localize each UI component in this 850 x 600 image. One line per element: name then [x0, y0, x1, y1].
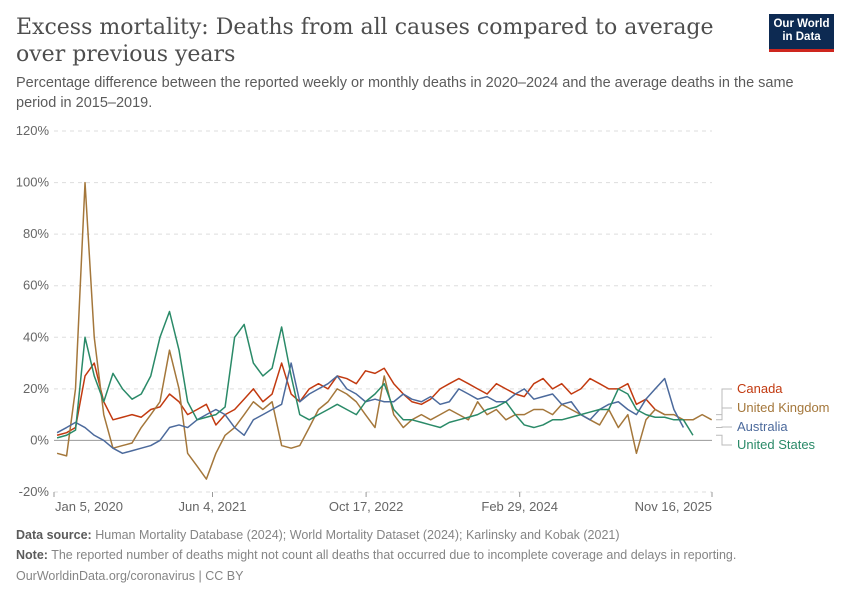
x-tick-label: Jan 5, 2020: [55, 499, 123, 514]
y-tick-label: 40%: [23, 329, 49, 344]
y-tick-label: 100%: [16, 175, 50, 190]
legend-label: United States: [737, 437, 816, 452]
series-line-australia: [56, 362, 685, 455]
legend-connector: [716, 426, 732, 429]
chart-title: Excess mortality: Deaths from all causes…: [16, 15, 714, 67]
note: Note: The reported number of deaths migh…: [16, 548, 737, 562]
legend-connector: [716, 434, 732, 446]
y-tick-label: -20%: [19, 484, 50, 499]
y-tick-label: 0%: [30, 432, 49, 447]
y-tick-label: 60%: [23, 278, 49, 293]
y-tick-label: 80%: [23, 226, 49, 241]
series-line-united-kingdom: [56, 181, 713, 480]
series-line-united-states: [56, 310, 694, 439]
x-tick-label: Oct 17, 2022: [329, 499, 403, 514]
legend-connector: [716, 407, 732, 421]
owid-logo[interactable]: Our World in Data: [769, 14, 834, 52]
y-tick-label: 120%: [16, 123, 50, 138]
series-line-canada: [56, 362, 666, 436]
legend-label: Canada: [737, 381, 783, 396]
y-tick-label: 20%: [23, 381, 49, 396]
x-tick-label: Feb 29, 2024: [481, 499, 558, 514]
data-source: Data source: Human Mortality Database (2…: [16, 528, 620, 542]
legend-connector: [716, 388, 732, 416]
legend-label: United Kingdom: [737, 400, 830, 415]
x-tick-label: Jun 4, 2021: [179, 499, 247, 514]
source-link[interactable]: OurWorldinData.org/coronavirus | CC BY: [16, 569, 244, 583]
legend-label: Australia: [737, 419, 788, 434]
chart-subtitle: Percentage difference between the report…: [16, 75, 794, 111]
x-tick-label: Nov 16, 2025: [635, 499, 712, 514]
